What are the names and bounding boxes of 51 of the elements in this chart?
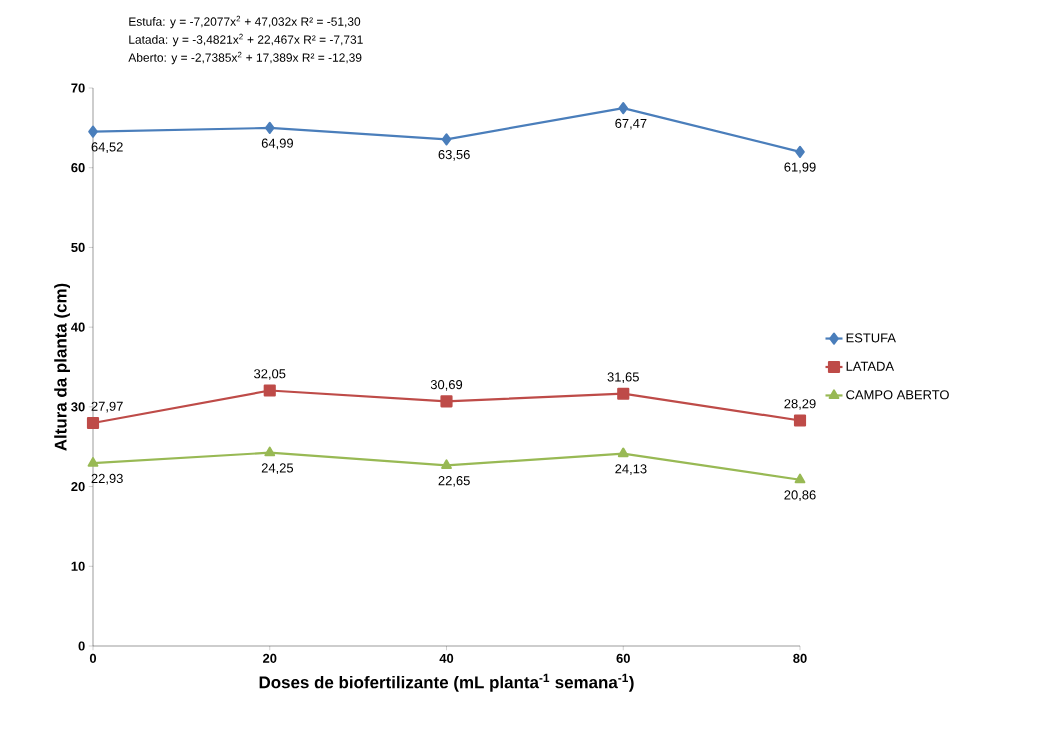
point	[440, 395, 453, 408]
point	[264, 446, 276, 457]
legend-label: CAMPO ABERTO	[846, 390, 949, 400]
legend-label: LATADA	[846, 361, 895, 371]
data-label: 22,65	[438, 476, 470, 487]
point	[617, 447, 629, 458]
point	[88, 125, 98, 138]
data-label: 32,05	[254, 369, 286, 380]
point	[618, 102, 629, 115]
legend-label: ESTUFA	[846, 333, 896, 343]
data-label: 20,86	[784, 490, 816, 502]
point	[87, 457, 99, 467]
point	[441, 459, 452, 470]
x-tick-label: 60	[616, 653, 630, 663]
y-tick-label: 30	[71, 402, 85, 412]
y-axis-title: Altura da planta (cm)	[54, 283, 70, 451]
data-label: 67,47	[615, 118, 647, 130]
point	[795, 145, 805, 158]
data-label: 24,25	[261, 463, 294, 475]
data-label: 64,99	[261, 138, 293, 150]
y-tick-label: 0	[78, 641, 85, 651]
data-label: 27,97	[91, 401, 123, 413]
x-tick-label: 0	[89, 653, 97, 663]
y-tick-label: 10	[71, 561, 85, 571]
y-tick-label: 40	[71, 322, 85, 332]
y-tick-label: 70	[71, 83, 85, 93]
text: Latada: y = -3,4821x$^{2}$ + 22,467x R² = -7,731	[129, 33, 363, 47]
text: Aberto: y = -2,7385x$^{2}$ + 17,389x R² = -12,39	[128, 51, 362, 65]
point	[441, 133, 452, 146]
data-label: 63,56	[438, 149, 470, 161]
data-label: 24,13	[615, 464, 647, 475]
y-tick-label: 60	[71, 163, 85, 173]
x-tick-label: 80	[793, 653, 807, 663]
data-label: 30,69	[430, 380, 463, 391]
point	[86, 416, 100, 430]
point	[793, 414, 807, 427]
x-tick-label: 20	[263, 653, 277, 663]
data-label: 28,29	[784, 399, 816, 410]
point	[617, 387, 630, 400]
data-label: 64,52	[91, 142, 123, 154]
data-label: 31,65	[607, 372, 639, 384]
data-label: 61,99	[784, 162, 816, 174]
x-tick-label: 40	[439, 653, 454, 663]
point	[794, 473, 806, 484]
y-tick-label: 50	[71, 242, 85, 253]
x-axis-title: Doses de biofertilizante (mL planta$^{-1}$ semana$^{-1}$)	[259, 673, 634, 692]
point	[263, 384, 276, 397]
text: Estufa: y = -7,2077x$^{2}$ + 47,032x R² = -51,30	[129, 15, 361, 29]
y-tick-label: 20	[71, 481, 85, 492]
data-label: 22,93	[91, 473, 123, 485]
point	[264, 121, 275, 135]
